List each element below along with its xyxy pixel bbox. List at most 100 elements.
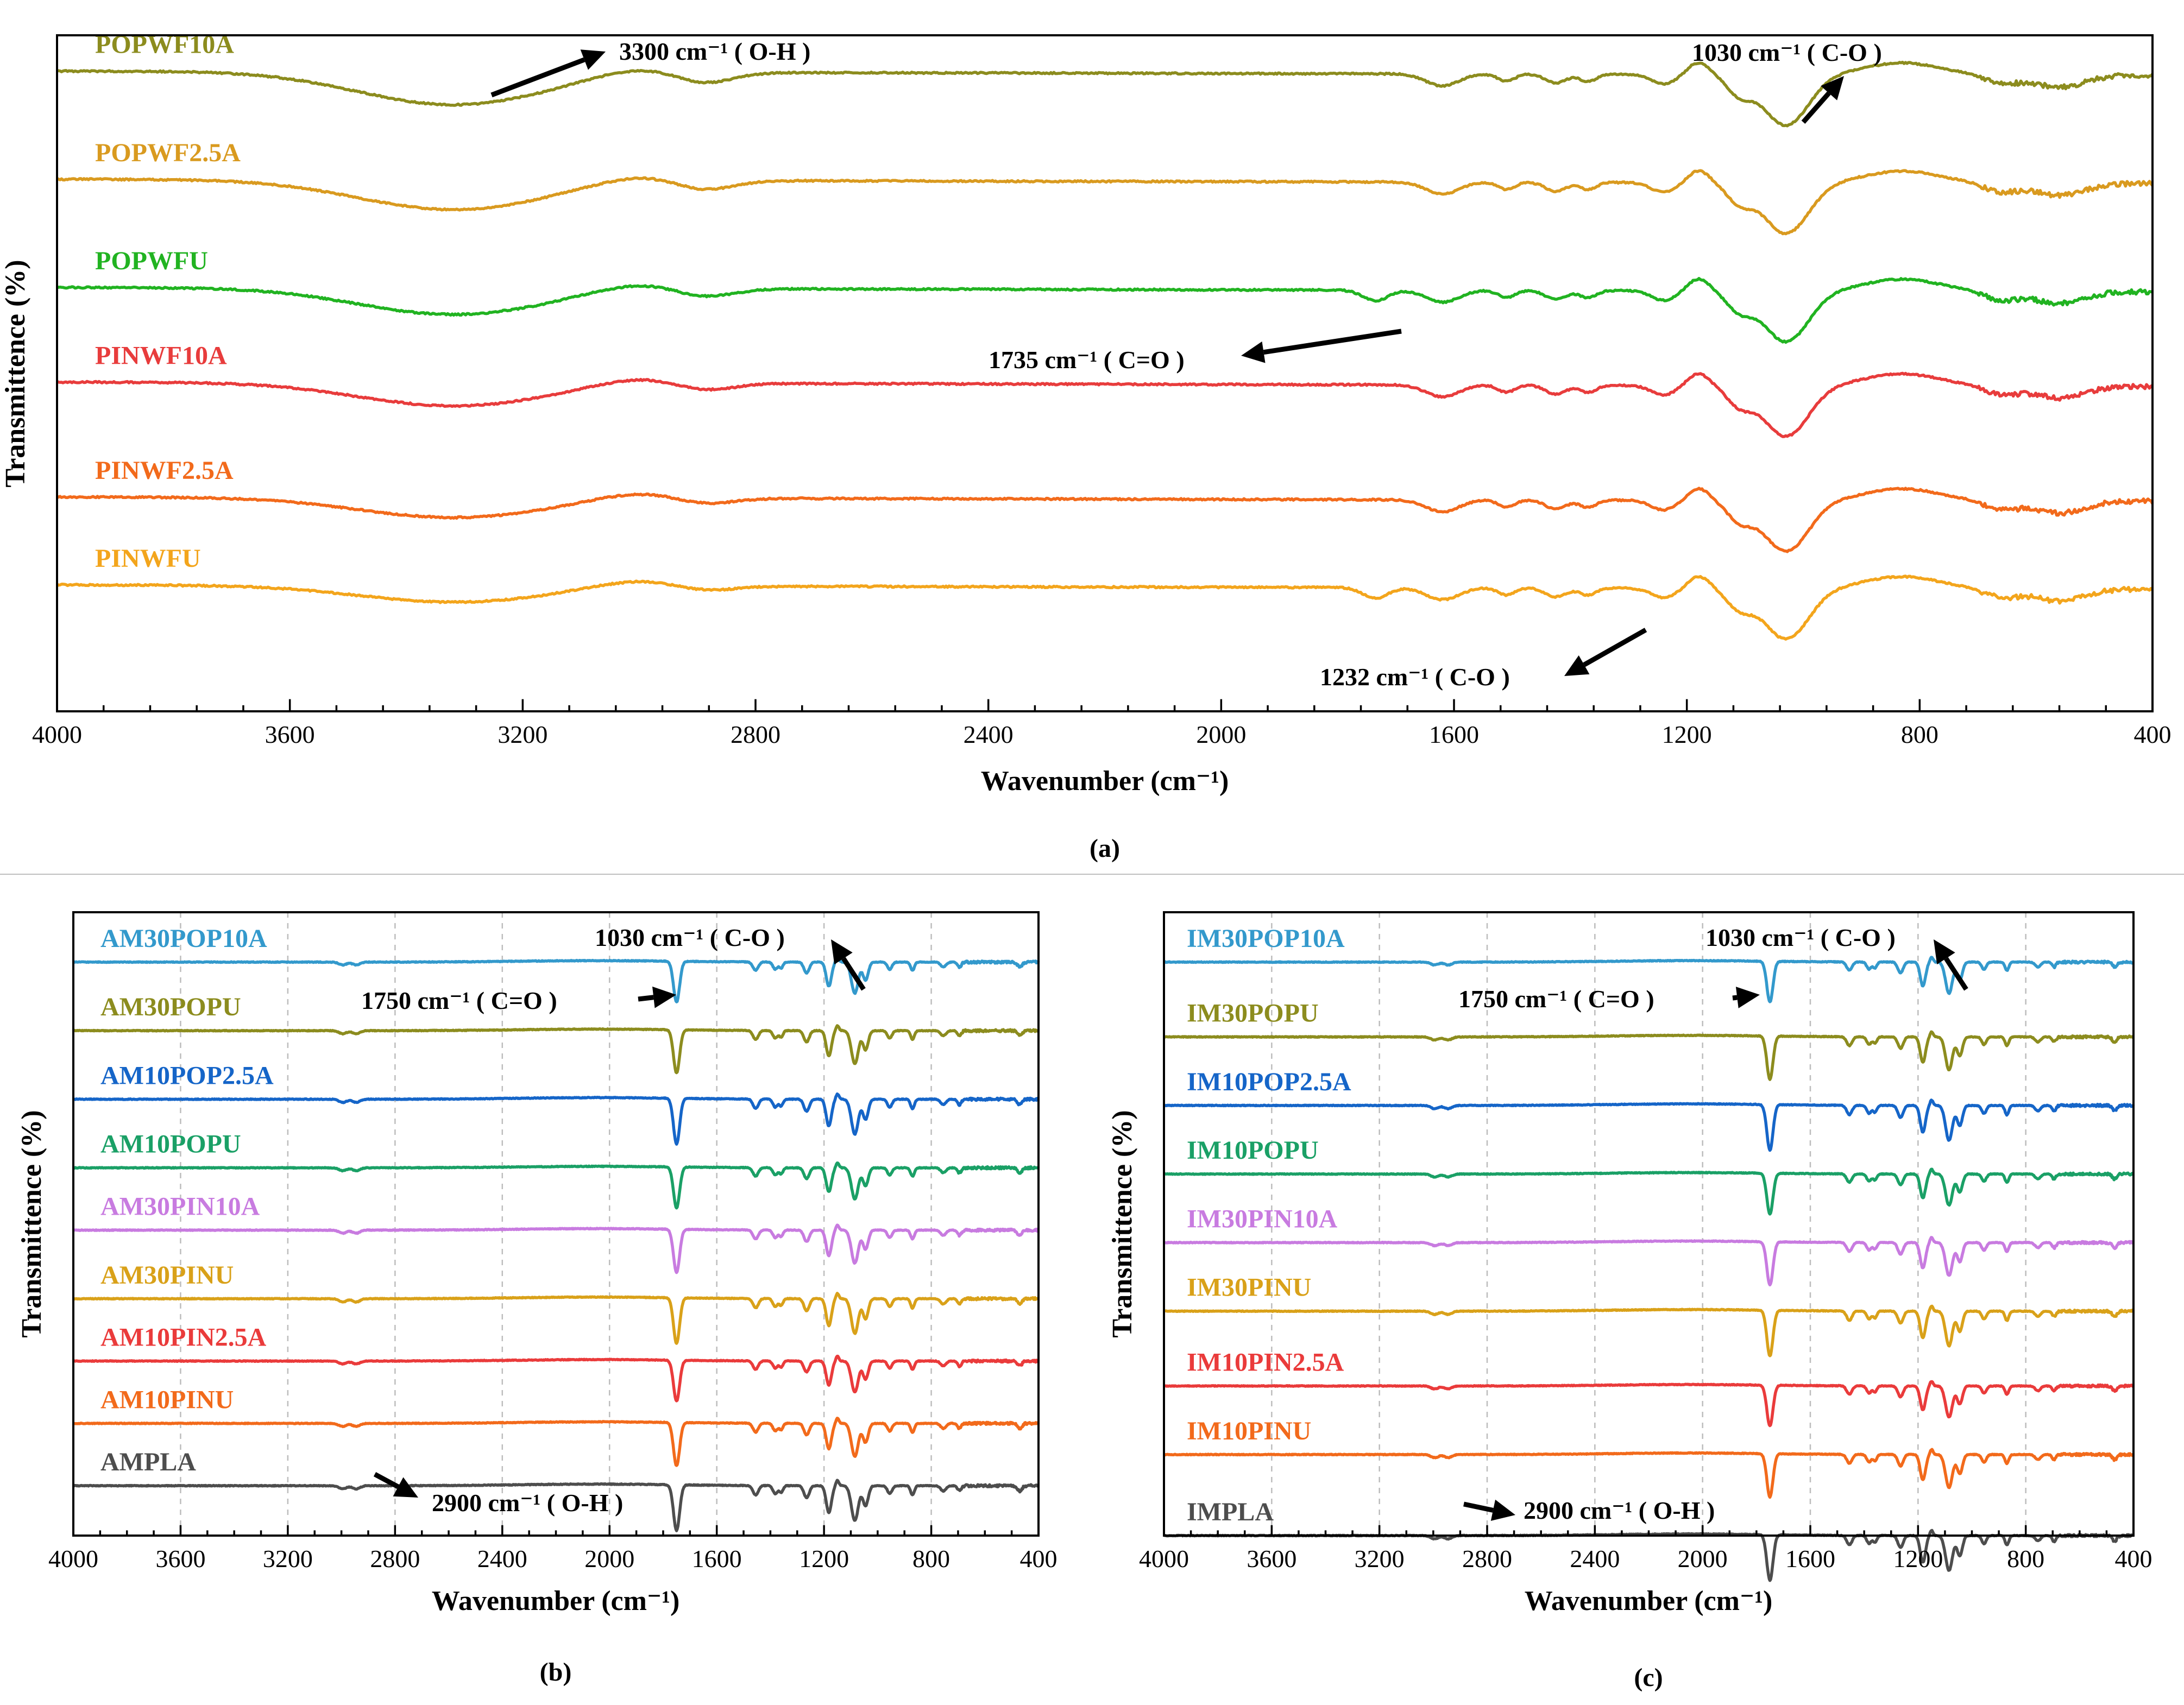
x-tick-label: 1600 (1429, 721, 1479, 748)
spectrum-line-im30popu (1163, 1030, 2135, 1081)
x-tick-label: 4000 (48, 1545, 98, 1573)
spectrum-line-am30pin10a (72, 1223, 1040, 1274)
spectrum-line-im10pop2.5a (1163, 1098, 2135, 1152)
x-axis-label: Wavenumber (cm⁻¹) (1525, 1586, 1773, 1616)
x-tick-label: 3200 (263, 1545, 313, 1573)
spectrum-line-am10pin2.5a (72, 1354, 1040, 1403)
annotation-arrow (1463, 1501, 1494, 1513)
x-tick-label: 1200 (799, 1545, 849, 1573)
x-tick-label: 1200 (1893, 1545, 1943, 1573)
annotation-arrowhead (1490, 1499, 1515, 1521)
annotation-arrowhead (1564, 655, 1590, 676)
series-label: AM10PIN2.5A (100, 1323, 267, 1352)
peak-annotation: 2900 cm⁻¹ ( O-H ) (1524, 1496, 1715, 1524)
spectrum-line-am30pinu (72, 1292, 1040, 1345)
series-label: PINWFU (95, 544, 201, 573)
annotation-arrowhead (831, 939, 853, 965)
annotation-arrowhead (393, 1477, 418, 1498)
panel-c: IM30POP10A IM30POPU IM10POP2.5A IM10POPU IM3… (1107, 911, 2152, 1692)
y-axis-label: Transmittence (%) (16, 1110, 47, 1337)
spectrum-line-am30popu (72, 1024, 1040, 1075)
x-tick-label: 2000 (584, 1545, 634, 1573)
series-label: IM30PINU (1187, 1273, 1311, 1302)
spectrum-line-popwfu (56, 277, 2153, 344)
annotation-arrow (1263, 329, 1402, 355)
peak-annotation: 1030 cm⁻¹ ( C-O ) (1692, 39, 1882, 66)
x-tick-label: 3200 (498, 721, 547, 748)
x-tick-label: 3200 (1355, 1545, 1405, 1573)
spectrum-line-im10pinu (1163, 1448, 2135, 1499)
annotation-arrow (1801, 91, 1831, 124)
series-label: AM30POPU (100, 993, 241, 1021)
x-tick-label: 800 (1901, 721, 1938, 748)
x-tick-label: 400 (2115, 1545, 2152, 1573)
series-label: AM10POP2.5A (100, 1061, 274, 1090)
spectrum-line-pinwfu (56, 574, 2154, 641)
panel-b: AM30POP10A AM30POPU AM10POP2.5A AM10POPU AM3… (16, 911, 1058, 1687)
spectrum-line-im10pin2.5a (1163, 1380, 2135, 1428)
spectrum-line-im30pop10a (1163, 956, 2135, 1003)
x-tick-label: 3600 (1247, 1545, 1296, 1573)
series-label: IM30POP10A (1187, 924, 1345, 953)
series-label: AMPLA (100, 1448, 196, 1476)
series-label: IM10PINU (1187, 1417, 1311, 1445)
spectrum-line-am10pinu (72, 1417, 1040, 1467)
x-tick-label: 1600 (692, 1545, 742, 1573)
series-label: PINWF10A (95, 341, 227, 370)
x-tick-label: 3600 (265, 721, 315, 748)
panel-label: (b) (540, 1658, 572, 1687)
spectrum-line-popwf2.5a (56, 169, 2154, 236)
series-label: IM10PIN2.5A (1187, 1348, 1344, 1376)
x-axis-label: Wavenumber (cm⁻¹) (432, 1586, 680, 1616)
annotation-arrow (373, 1472, 400, 1489)
x-tick-label: 2800 (370, 1545, 420, 1573)
series-label: IMPLA (1187, 1498, 1274, 1526)
series-label: POPWF2.5A (95, 138, 241, 167)
annotation-arrowhead (1241, 341, 1266, 363)
x-tick-label: 3600 (155, 1545, 205, 1573)
x-tick-label: 2400 (477, 1545, 527, 1573)
x-tick-label: 400 (1020, 1545, 1058, 1573)
spectrum-line-im30pin10a (1163, 1236, 2135, 1287)
panel-a: POPWF10APOPWF2.5APOPWFUPINWF10APINWF2.5A… (0, 30, 2172, 863)
series-label: AM10POPU (100, 1130, 241, 1159)
peak-annotation: 1232 cm⁻¹ ( C-O ) (1320, 663, 1510, 691)
series-label: AM30PIN10A (100, 1192, 260, 1221)
x-tick-label: 800 (912, 1545, 950, 1573)
spectrum-line-am30pop10a (72, 956, 1040, 1003)
annotation-arrow (638, 995, 654, 1002)
spectrum-line-am10pop2.5a (72, 1092, 1040, 1146)
y-axis-label: Transmittence (%) (1107, 1110, 1138, 1337)
plot-frame (56, 34, 2154, 712)
annotation-arrowhead (1821, 76, 1844, 100)
x-axis-label: Wavenumber (cm⁻¹) (981, 766, 1229, 797)
annotation-arrow (1732, 995, 1738, 1001)
series-label: IM10POP2.5A (1187, 1068, 1351, 1096)
peak-annotation: 2900 cm⁻¹ ( O-H ) (432, 1489, 623, 1517)
annotation-arrow (1583, 628, 1647, 667)
peak-annotation: 1030 cm⁻¹ ( C-O ) (595, 924, 785, 951)
annotation-arrow (841, 957, 866, 991)
series-label: POPWFU (95, 247, 208, 275)
series-label: IM10POPU (1187, 1136, 1319, 1165)
x-tick-label: 400 (2134, 721, 2172, 748)
series-label: AM30PINU (100, 1261, 234, 1290)
annotation-arrowhead (1934, 939, 1955, 965)
annotation-arrowhead (580, 49, 606, 70)
x-tick-label: 1600 (1785, 1545, 1835, 1573)
x-tick-label: 2800 (731, 721, 781, 748)
spectrum-line-pinwf10a (56, 371, 2154, 438)
x-tick-label: 1200 (1662, 721, 1712, 748)
peak-annotation: 3300 cm⁻¹ ( O-H ) (619, 37, 810, 65)
annotation-arrowhead (1735, 987, 1760, 1008)
spectrum-line-im30pinu (1163, 1304, 2135, 1357)
series-label: IM30PIN10A (1187, 1204, 1338, 1233)
spectrum-line-ampla (72, 1479, 1040, 1532)
x-tick-label: 2800 (1462, 1545, 1512, 1573)
x-tick-label: 4000 (32, 721, 82, 748)
y-axis-label: Transmittence (%) (0, 260, 31, 487)
series-label: AM30POP10A (100, 924, 267, 953)
spectrum-line-am10popu (72, 1161, 1040, 1210)
spectrum-line-pinwf2.5a (56, 487, 2154, 553)
